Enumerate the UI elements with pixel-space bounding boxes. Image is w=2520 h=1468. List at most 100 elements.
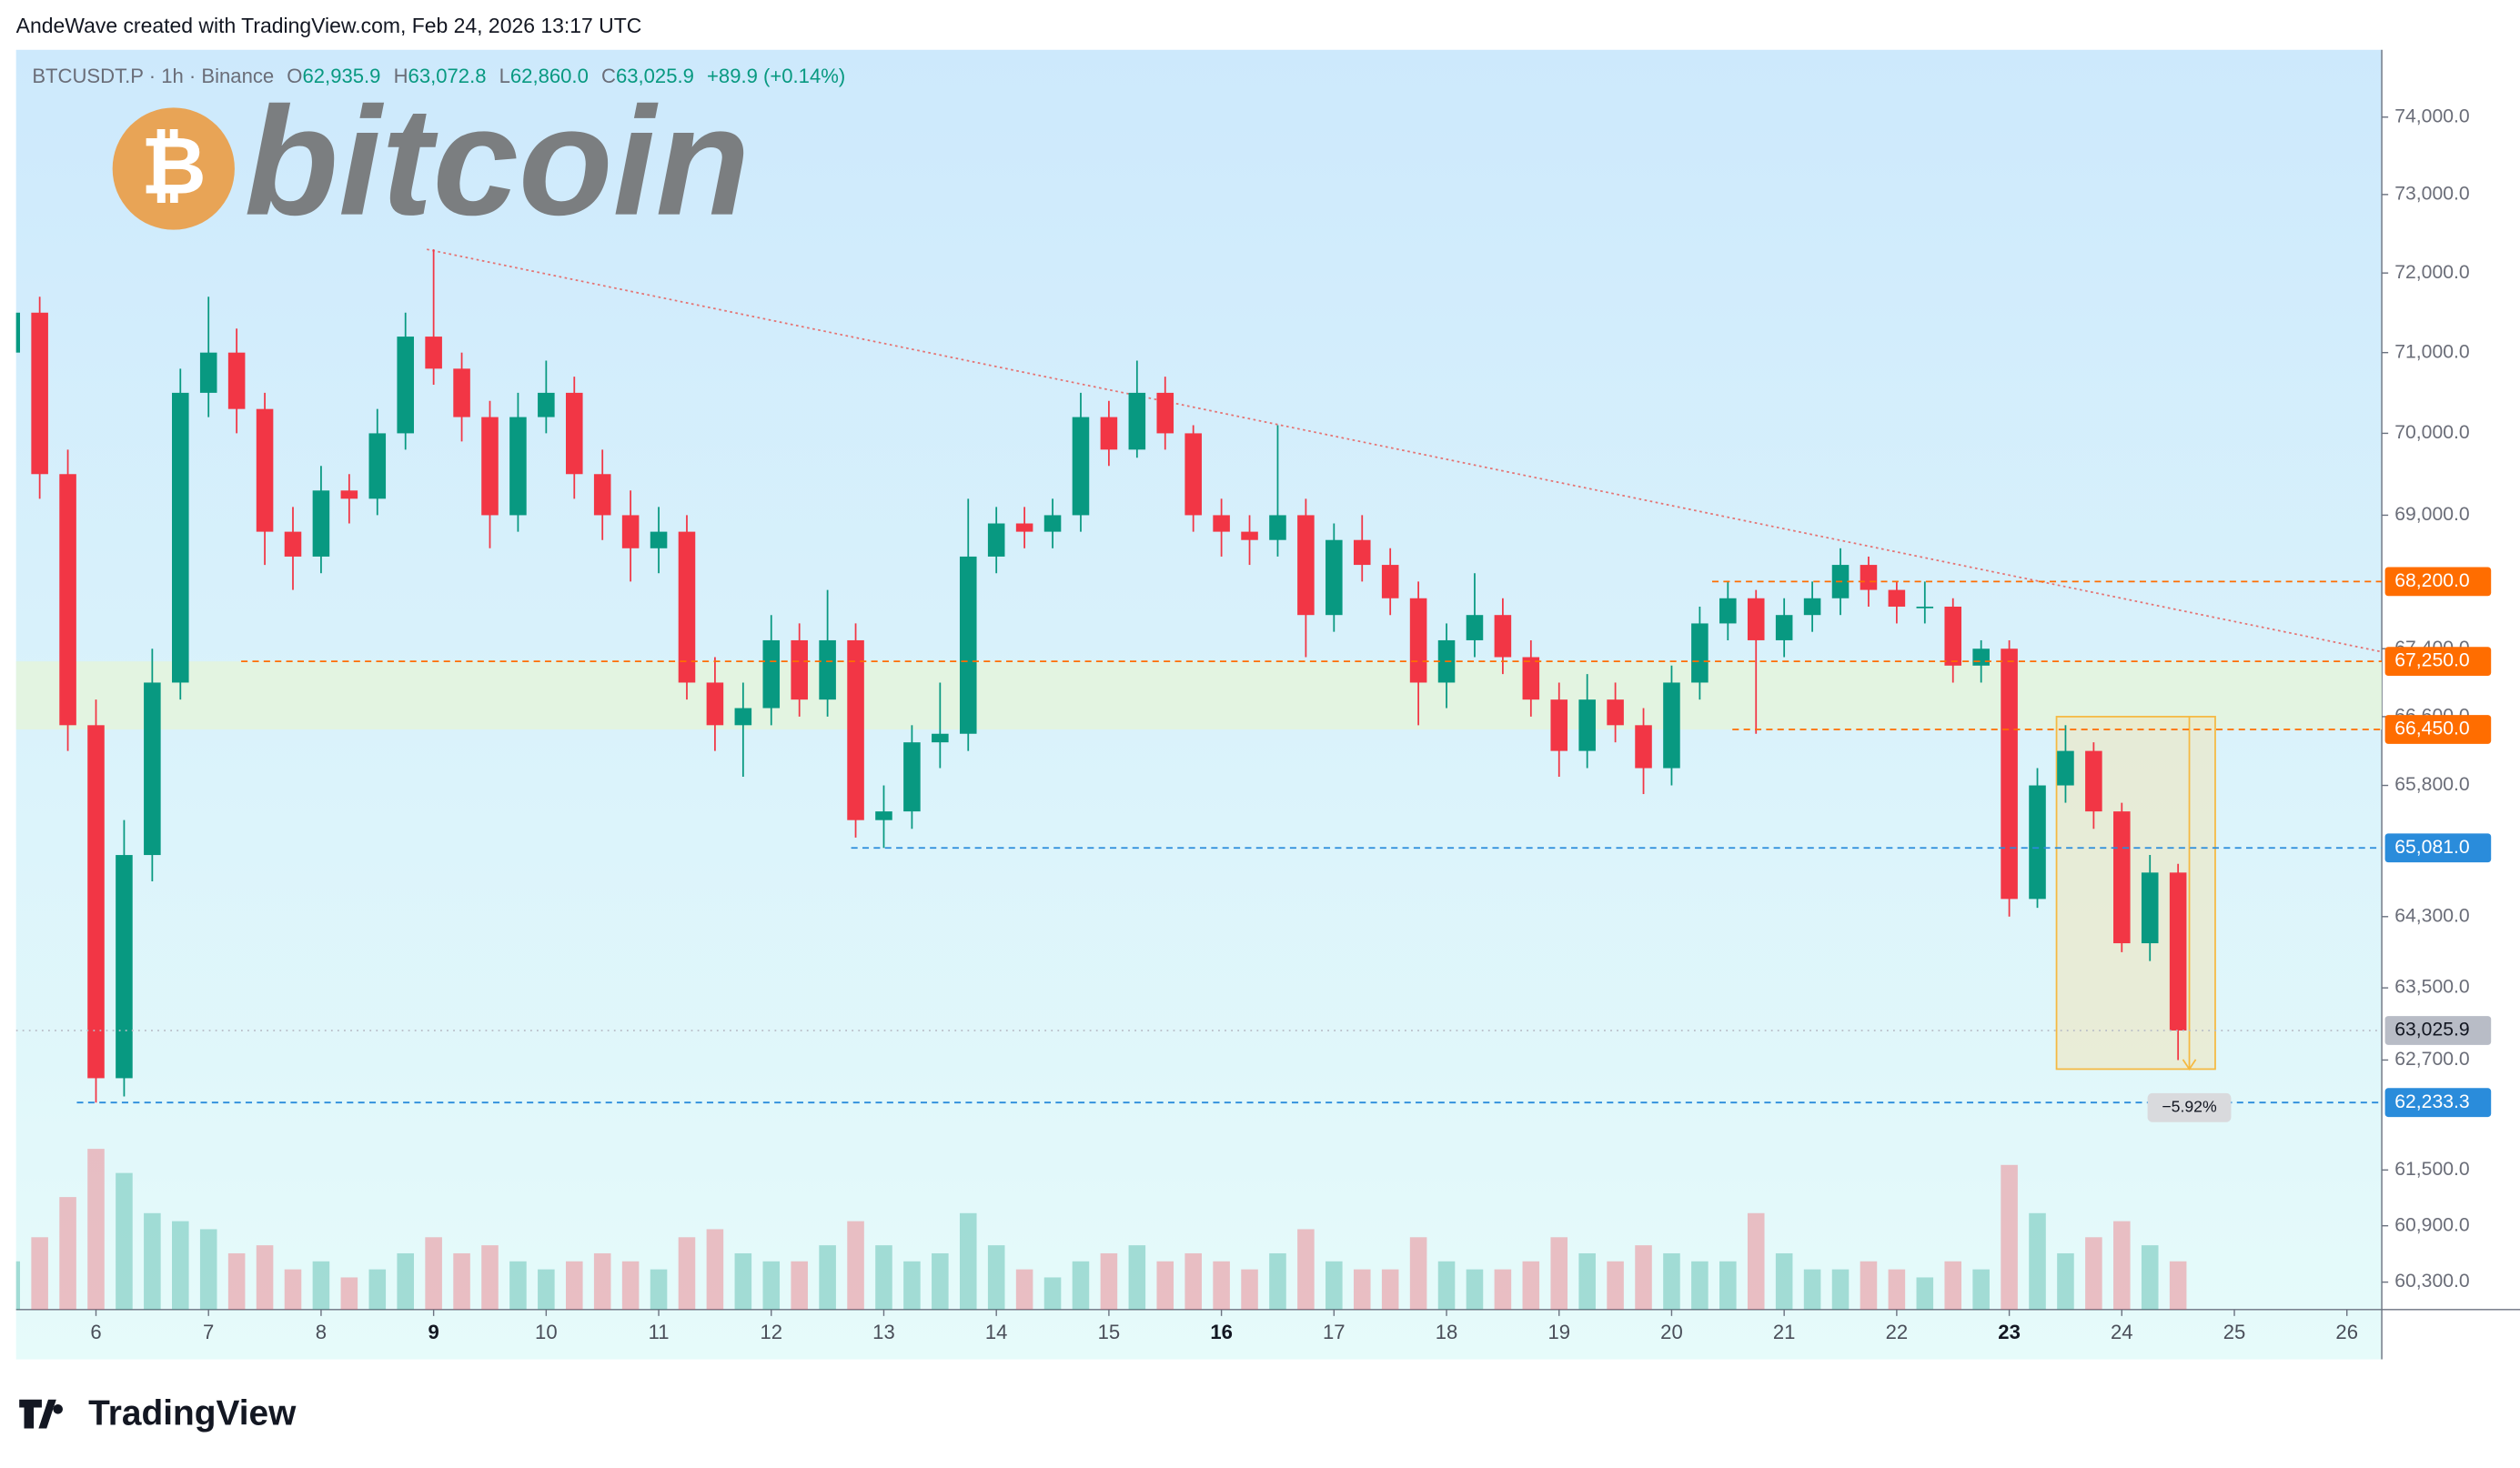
candle-body [1972,649,1990,666]
x-tick-label: 22 [1886,1321,1909,1343]
candle-body [453,368,470,417]
volume-bar [453,1252,470,1310]
volume-bar [621,1261,640,1310]
volume-bar [791,1261,808,1310]
volume-bar [1944,1261,1962,1310]
candle-body [340,490,358,499]
volume-bar [31,1237,48,1310]
volume-bar [172,1221,189,1310]
y-tick-label: 63,500.0 [2394,977,2469,998]
x-tick-label: 7 [203,1321,214,1343]
volume-bar [312,1261,330,1310]
volume-bar [1691,1261,1709,1310]
volume-bar [1326,1261,1343,1310]
candle-body [706,682,724,726]
x-tick-label: 13 [872,1321,895,1343]
volume-bar [1128,1245,1146,1310]
price-label-box [2384,567,2492,597]
measure-arrowhead [2182,1059,2197,1071]
candle-body [1888,589,1906,607]
candle-body [875,811,892,820]
candle-body [1466,615,1484,640]
volume-bar [1184,1252,1202,1310]
legend-part: O [287,65,302,87]
candle-body [1156,392,1174,434]
brand-text: TradingView [88,1394,297,1433]
volume-bar [59,1197,76,1310]
candle-body [932,733,949,743]
volume-bar [650,1269,668,1310]
volume-bar [2169,1261,2187,1310]
support-zone [15,661,2383,730]
candle-body [1297,515,1315,616]
measure-label: −5.92% [2162,1098,2217,1116]
x-tick-label: 23 [1998,1321,2021,1343]
y-tick-label: 71,000.0 [2394,341,2469,362]
volume-bar [1072,1261,1090,1310]
credit: AndeWave created with TradingView.com, F… [16,14,642,37]
candle-body [987,523,1005,557]
candle-body [1522,657,1540,700]
price-label-box [2384,647,2492,677]
volume-bar [1353,1269,1371,1310]
y-tick-label: 69,000.0 [2394,504,2469,525]
candle-body [2141,872,2159,944]
x-tick-label: 9 [428,1321,438,1343]
volume-bar [1466,1269,1484,1310]
volume-bar [256,1245,274,1310]
x-tick-label: 17 [1323,1321,1346,1343]
y-tick-label: 74,000.0 [2394,106,2469,126]
volume-bar [1972,1269,1990,1310]
measure-label-box [2147,1092,2232,1122]
candle-body [397,337,414,434]
candle-body [2057,750,2074,786]
candle-body [1635,725,1652,769]
x-tick-label: 11 [649,1321,670,1343]
volume-bar [1156,1261,1174,1310]
candle-body [2085,750,2102,812]
price-label: 67,250.0 [2394,650,2469,671]
price-label-box [2384,1016,2492,1045]
candle-body [538,392,555,417]
volume-bar [199,1229,217,1310]
volume-bar [1297,1229,1315,1310]
volume-bar [144,1212,161,1310]
volume-bar [87,1149,105,1310]
brand-icon [19,1399,63,1429]
volume-bar [706,1229,724,1310]
legend-part: 63,072.8 [408,65,487,87]
candle-body [1494,615,1512,658]
y-tick-label: 65,800.0 [2394,774,2469,795]
volume-bar [1916,1277,1934,1310]
volume-bar [762,1261,781,1310]
price-label: 66,450.0 [2394,719,2469,739]
candle-body [1100,417,1118,450]
x-tick-label: 14 [985,1321,1008,1343]
volume-bar [1269,1252,1286,1310]
volume-bar [1100,1252,1118,1310]
y-tick-label: 64,300.0 [2394,905,2469,926]
candle-body [227,352,246,409]
candle-body [1015,523,1033,532]
candle-body [593,474,611,516]
logo-symbol: ₿ [141,120,207,210]
volume-bar [1578,1252,1596,1310]
volume-bar [15,1261,20,1310]
volume-bar [1860,1261,1878,1310]
volume-bar [1550,1237,1568,1310]
candle-body [1747,598,1765,640]
volume-bar [1522,1261,1540,1310]
candle-body [199,352,217,393]
volume-bar [284,1269,302,1310]
candle-body [312,490,330,557]
volume-bar [1775,1252,1793,1310]
volume-bar [509,1261,527,1310]
volume-bar [116,1172,133,1310]
x-tick-label: 18 [1436,1321,1458,1343]
volume-bar [1635,1245,1652,1310]
candle-body [2169,872,2187,1031]
candle-body [172,392,189,683]
volume-bar [819,1245,836,1310]
